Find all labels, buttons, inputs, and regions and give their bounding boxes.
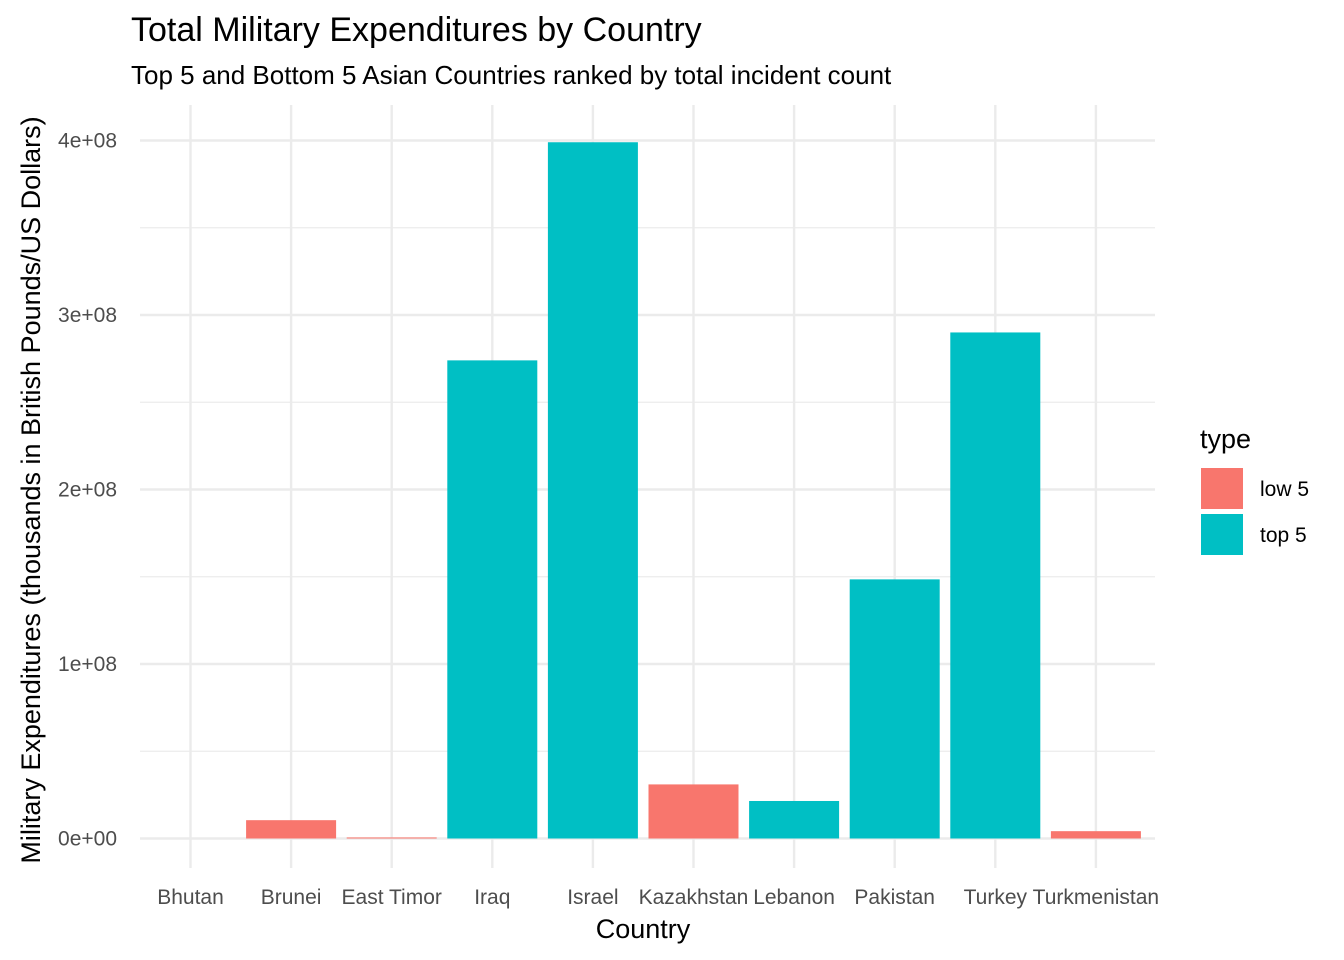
y-tick-label: 0e+00 xyxy=(58,828,117,851)
bar-pakistan xyxy=(849,579,940,839)
x-axis-title: Country xyxy=(596,914,691,944)
y-tick-label: 2e+08 xyxy=(58,479,117,502)
bar-kazakhstan xyxy=(648,784,739,839)
y-tick-label: 3e+08 xyxy=(58,304,117,327)
y-axis-ticks: 0e+00 1e+08 2e+08 3e+08 4e+08 xyxy=(58,130,117,851)
bar-east-timor xyxy=(346,837,437,839)
chart-title: Total Military Expenditures by Country xyxy=(131,11,702,49)
bar-iraq xyxy=(447,360,538,839)
y-axis-title: Military Expenditures (thousands in Brit… xyxy=(16,116,46,863)
x-tick-label: East Timor xyxy=(342,886,442,909)
bar-turkey xyxy=(950,332,1041,839)
bars xyxy=(246,142,1141,839)
x-tick-label: Turkey xyxy=(964,886,1028,909)
bar-lebanon xyxy=(749,800,840,839)
x-tick-label: Pakistan xyxy=(854,886,935,909)
legend: type low 5 top 5 xyxy=(1200,424,1309,555)
legend-label: top 5 xyxy=(1260,524,1307,547)
legend-swatch xyxy=(1201,468,1243,509)
x-tick-label: Turkmenistan xyxy=(1033,886,1159,909)
bar-turkmenistan xyxy=(1050,831,1141,839)
legend-label: low 5 xyxy=(1260,478,1309,501)
legend-title: type xyxy=(1200,424,1251,454)
x-tick-label: Lebanon xyxy=(753,886,835,909)
y-tick-label: 4e+08 xyxy=(58,130,117,153)
y-tick-label: 1e+08 xyxy=(58,653,117,676)
bar-brunei xyxy=(246,820,337,839)
x-tick-label: Kazakhstan xyxy=(639,886,749,909)
x-tick-label: Israel xyxy=(567,886,618,909)
x-axis-ticks: Bhutan Brunei East Timor Iraq Israel Kazakhst… xyxy=(157,886,1159,909)
bar-israel xyxy=(547,142,638,839)
legend-swatch xyxy=(1201,514,1243,555)
x-tick-label: Bhutan xyxy=(157,886,224,909)
x-tick-label: Brunei xyxy=(261,886,322,909)
x-tick-label: Iraq xyxy=(474,886,510,909)
chart-subtitle: Top 5 and Bottom 5 Asian Countries ranke… xyxy=(131,60,892,90)
